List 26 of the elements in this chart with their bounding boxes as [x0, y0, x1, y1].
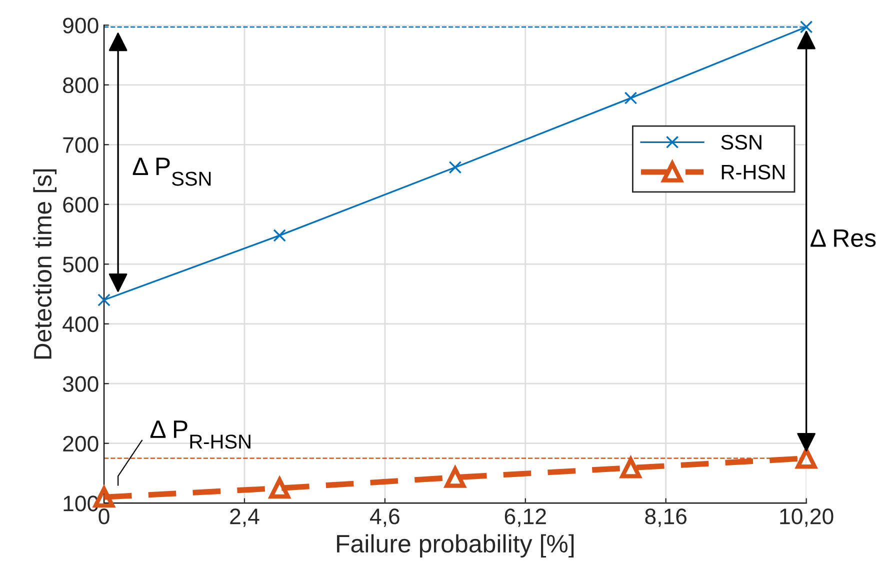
y-tick-label: 800 — [63, 77, 98, 94]
x-tick-label: 10,20 — [780, 508, 834, 527]
annotation: Δ PR-HSN — [150, 420, 250, 449]
y-axis-title: Detection time [s] — [33, 169, 57, 359]
legend-label: SSN — [721, 134, 762, 150]
text: Δ Res — [810, 229, 876, 247]
point — [800, 20, 813, 34]
x-tick-label: 0 — [98, 508, 110, 524]
y-tick-label: 500 — [62, 256, 98, 272]
point — [624, 92, 638, 104]
x-tick-label: 4,6 — [370, 508, 400, 527]
x-tick-label: 8,16 — [645, 508, 687, 527]
point — [273, 229, 286, 242]
y-tick-label: 400 — [62, 316, 98, 332]
x-axis-title: Failure probability [%] — [337, 534, 574, 558]
x-tick-label: 2,4 — [230, 508, 260, 527]
annotation: Δ PSSN — [132, 158, 211, 186]
y-tick-label: 700 — [63, 137, 98, 153]
point — [98, 294, 110, 306]
y-tick-label: 200 — [63, 436, 98, 452]
y-tick-label: 600 — [63, 196, 98, 213]
y-tick-label: 300 — [62, 376, 98, 392]
x-tick-label: 6,12 — [504, 508, 546, 527]
legend-label: R-HSN — [722, 164, 784, 180]
point — [448, 160, 462, 174]
y-tick-label: 900 — [63, 18, 98, 34]
